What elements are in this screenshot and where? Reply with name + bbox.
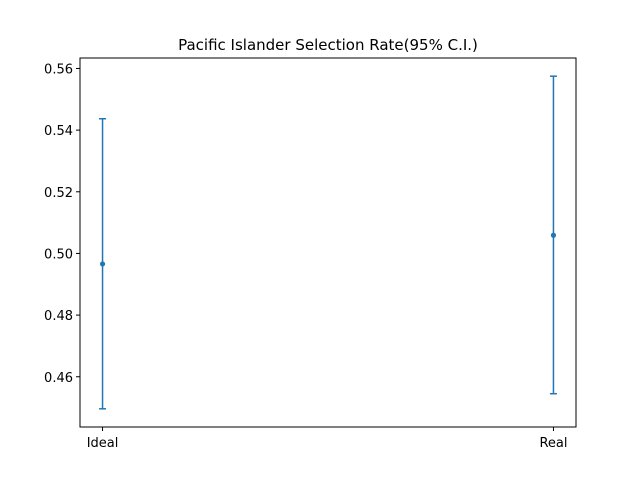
data-point [99,261,106,267]
y-tick-label: 0.56 [44,62,73,77]
y-tick-label: 0.54 [44,124,73,139]
x-tick-label: Ideal [87,436,119,451]
axes-frame [79,57,577,428]
y-tick-label: 0.50 [44,247,73,262]
data-point [550,232,557,238]
chart-title: Pacific Islander Selection Rate(95% C.I.… [178,36,478,54]
y-tick-label: 0.48 [44,309,73,324]
y-tick-label: 0.52 [44,186,73,201]
x-tick-label: Real [539,436,567,451]
plot-area: 0.46 0.48 0.50 0.52 0.54 0.56 Ideal Real [44,57,577,451]
y-tick-label: 0.46 [44,371,73,386]
